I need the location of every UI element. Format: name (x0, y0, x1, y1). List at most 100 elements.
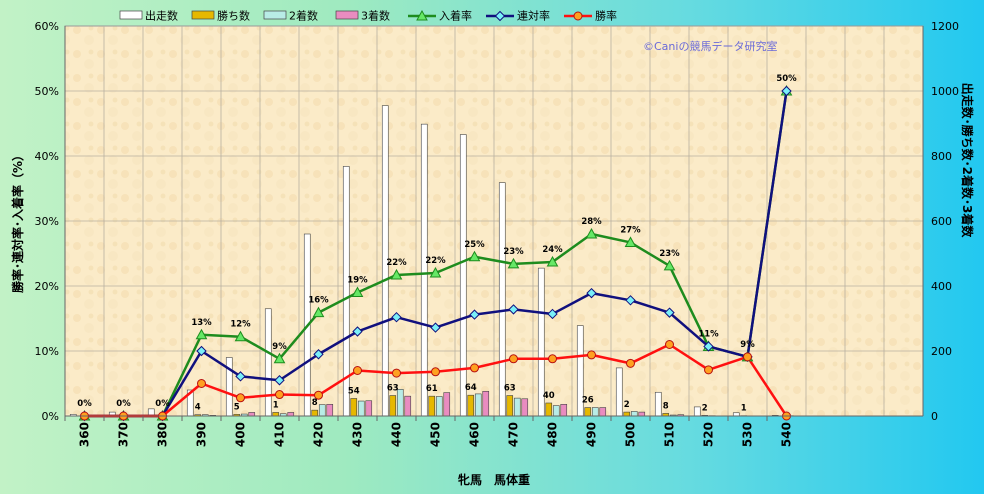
x-tick-label: 500 (624, 422, 638, 447)
pct-label: 19% (347, 276, 368, 286)
bar (474, 393, 482, 417)
point (390, 268, 403, 280)
point (351, 286, 364, 297)
legend-swatch (191, 10, 215, 20)
legend-marker (573, 11, 583, 21)
bar (318, 404, 326, 417)
bar (615, 367, 623, 417)
pct-label: 50% (776, 74, 797, 84)
point (274, 375, 285, 386)
y-tick-left: 10% (35, 345, 59, 358)
legend-swatch (119, 10, 143, 20)
pct-label: 23% (659, 249, 680, 259)
bar (545, 402, 553, 417)
x-tick-label: 420 (312, 422, 326, 447)
point (507, 257, 520, 269)
bar (599, 407, 607, 417)
x-tick-label: 380 (156, 422, 170, 447)
pct-label: 11% (698, 329, 719, 339)
point (392, 368, 401, 378)
y-tick-left: 50% (35, 85, 59, 98)
bar (482, 390, 490, 417)
point (781, 85, 792, 97)
x-axis-title: 牝馬 馬体重 (458, 472, 530, 487)
y-tick-right: 0 (931, 410, 938, 423)
point (429, 266, 442, 278)
point (665, 340, 674, 349)
bar (560, 403, 568, 417)
legend-swatch (335, 10, 359, 20)
bar (287, 412, 295, 417)
bar (623, 411, 631, 417)
pct-label: 0% (77, 399, 92, 409)
pct-label: 25% (464, 240, 485, 250)
x-tick-label: 540 (780, 422, 794, 447)
point (626, 358, 635, 368)
bar (264, 308, 272, 417)
point (548, 354, 557, 364)
y-tick-right: 1000 (931, 85, 959, 98)
count-label: 40 (543, 391, 555, 401)
bar (248, 412, 256, 417)
data-labels: 0% 0% 0%13% 12%9%16%19%22% 22%25%23% 24%28%27… (77, 74, 797, 414)
count-label: 8 (312, 398, 318, 408)
bar (654, 391, 662, 417)
point (546, 255, 559, 267)
y-tick-right: 1200 (931, 20, 959, 33)
bar (357, 400, 365, 417)
point (353, 366, 362, 375)
legend-marker (416, 9, 428, 21)
legend-swatch (263, 10, 287, 20)
x-tick-label: 410 (273, 422, 287, 447)
pct-label: 9% (740, 340, 755, 350)
y-tick-right: 400 (931, 280, 952, 293)
point (743, 352, 752, 362)
point (314, 390, 323, 400)
bar (459, 134, 467, 417)
pct-label: 27% (620, 225, 641, 235)
x-tick-label: 430 (351, 422, 365, 447)
x-tick-label: 530 (741, 422, 755, 447)
y-tick-left: 40% (35, 150, 59, 163)
count-label: 1 (273, 400, 279, 410)
point (508, 304, 519, 315)
x-tick-label: 480 (546, 422, 560, 447)
y-tick-right: 600 (931, 215, 952, 228)
point (352, 326, 363, 337)
count-label: 26 (582, 396, 594, 406)
bar (404, 395, 412, 417)
bar (365, 400, 373, 417)
x-tick-label: 390 (195, 422, 209, 447)
y-tick-left: 60% (35, 20, 59, 33)
point (313, 349, 324, 360)
legend-label: 勝ち数 (217, 9, 250, 23)
pct-label: 13% (191, 318, 212, 328)
bar (311, 409, 319, 417)
bar (513, 397, 521, 417)
pct-label: 24% (542, 245, 563, 255)
count-label: 8 (663, 401, 669, 411)
x-tick-label: 470 (507, 422, 521, 447)
point (624, 236, 637, 247)
bar (630, 411, 638, 417)
bar (467, 394, 475, 417)
point (586, 287, 597, 299)
pct-label: 12% (230, 320, 251, 330)
pct-label: 16% (308, 296, 329, 306)
x-tick-label: 370 (117, 422, 131, 447)
bar (443, 392, 451, 417)
bar (693, 406, 701, 417)
y-tick-left: 30% (35, 215, 59, 228)
bar (638, 411, 646, 417)
point (235, 371, 246, 382)
legend: 出走数 勝ち数 2着数 3着数 入着率 連対率 勝率 (119, 9, 617, 23)
point (430, 322, 441, 333)
count-label: 2 (624, 400, 630, 410)
bar (498, 182, 506, 417)
x-tick-label: 510 (663, 422, 677, 447)
x-tick-label: 460 (468, 422, 482, 447)
point (234, 330, 247, 342)
legend-marker (494, 10, 506, 22)
point (312, 306, 325, 318)
